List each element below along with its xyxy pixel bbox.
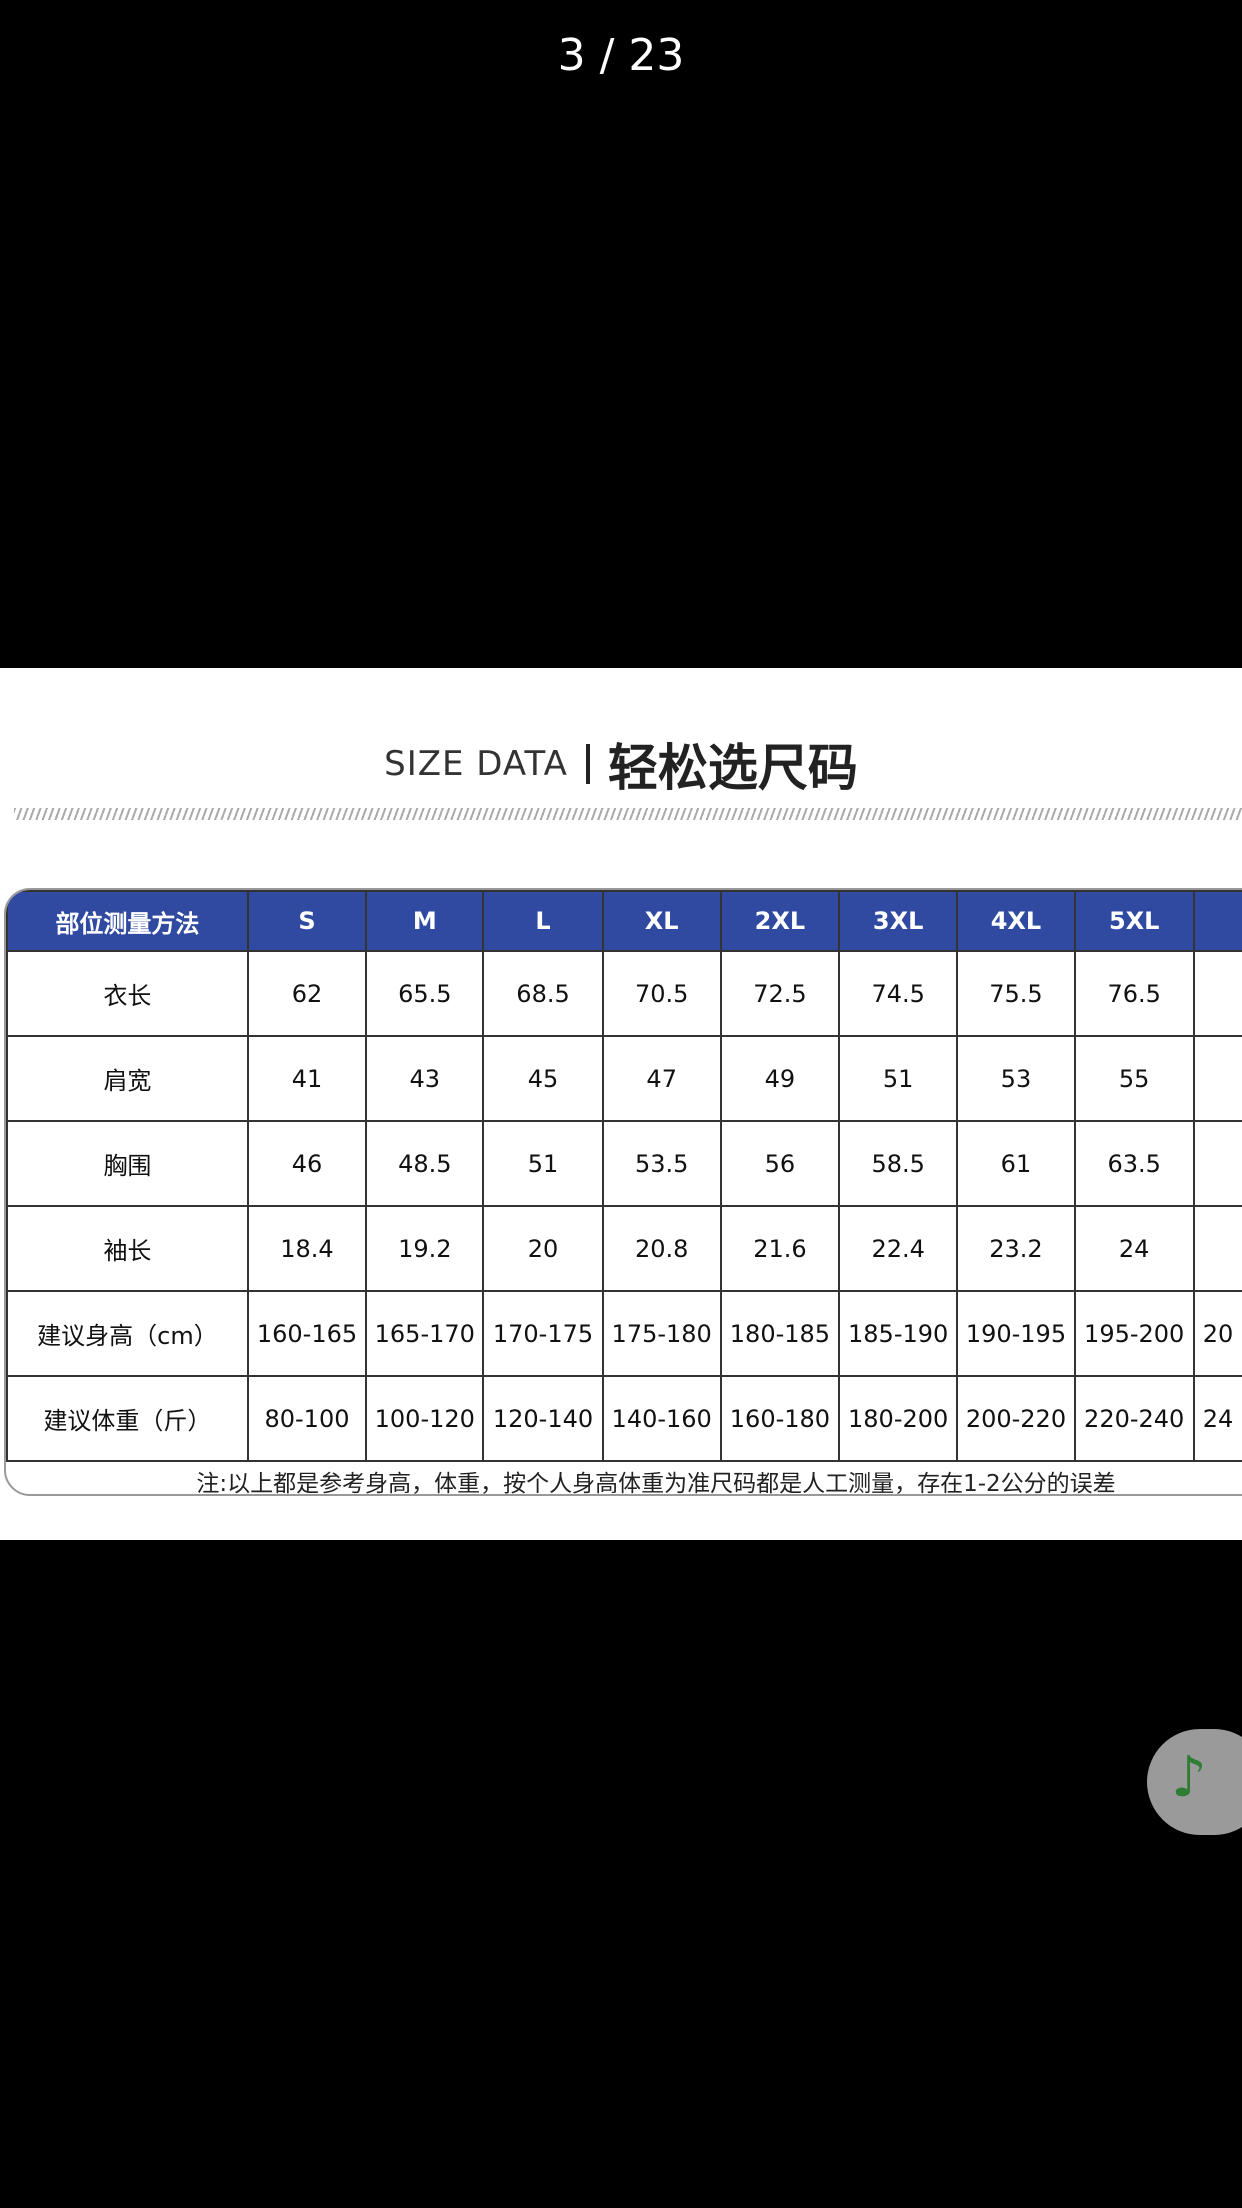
table-cell: 74.5 bbox=[838, 950, 959, 1037]
table-row: 衣长 62 65.5 68.5 70.5 72.5 74.5 75.5 76.5 bbox=[6, 950, 1242, 1037]
table-row: 肩宽 41 43 45 47 49 51 53 55 bbox=[6, 1035, 1242, 1122]
title-en: SIZE DATA bbox=[384, 744, 568, 784]
table-cell: 200-220 bbox=[956, 1375, 1076, 1462]
table-cell: 63.5 bbox=[1073, 1120, 1195, 1207]
size-header bbox=[1192, 890, 1242, 952]
table-cell: 175-180 bbox=[601, 1290, 722, 1377]
table-cell: 22.4 bbox=[838, 1205, 959, 1292]
table-cell: 51 bbox=[838, 1035, 959, 1122]
title-cn: 轻松选尺码 bbox=[607, 739, 858, 797]
table-cell: 61 bbox=[956, 1120, 1076, 1207]
table-cell: 20.8 bbox=[601, 1205, 722, 1292]
size-header: 3XL bbox=[838, 890, 959, 952]
size-header: 4XL bbox=[956, 890, 1076, 952]
title-divider bbox=[585, 744, 590, 784]
size-table: 部位测量方法 S M L XL 2XL 3XL 4XL 5XL 衣长 62 65.5 68.5 70.5… bbox=[6, 890, 1242, 1462]
table-cell: 49 bbox=[719, 1035, 841, 1122]
table-cell: 24 bbox=[1073, 1205, 1195, 1292]
table-cell bbox=[1192, 1120, 1242, 1207]
table-row: 建议身高（cm） 160-165 165-170 170-175 175-180 180-… bbox=[6, 1290, 1242, 1377]
table-cell: 58.5 bbox=[838, 1120, 959, 1207]
table-cell: 20 bbox=[1192, 1290, 1242, 1377]
table-cell: 21.6 bbox=[719, 1205, 841, 1292]
chart-title: SIZE DATA 轻松选尺码 bbox=[0, 728, 1242, 800]
table-cell: 76.5 bbox=[1073, 950, 1195, 1037]
row-label: 建议身高（cm） bbox=[6, 1290, 249, 1377]
table-cell: 19.2 bbox=[365, 1205, 485, 1292]
size-header: 5XL bbox=[1073, 890, 1195, 952]
row-label: 袖长 bbox=[6, 1205, 249, 1292]
table-cell: 190-195 bbox=[956, 1290, 1076, 1377]
table-cell: 140-160 bbox=[601, 1375, 722, 1462]
table-cell: 72.5 bbox=[719, 950, 841, 1037]
music-note-icon: ♪ bbox=[1171, 1745, 1207, 1810]
table-cell: 23.2 bbox=[956, 1205, 1076, 1292]
table-row: 建议体重（斤） 80-100 100-120 120-140 140-160 160-18… bbox=[6, 1375, 1242, 1462]
table-cell: 53 bbox=[956, 1035, 1076, 1122]
table-cell bbox=[1192, 1035, 1242, 1122]
table-cell: 80-100 bbox=[246, 1375, 368, 1462]
table-cell: 53.5 bbox=[601, 1120, 722, 1207]
table-cell: 165-170 bbox=[365, 1290, 485, 1377]
table-cell: 45 bbox=[482, 1035, 604, 1122]
table-cell: 160-165 bbox=[246, 1290, 368, 1377]
size-header: M bbox=[365, 890, 485, 952]
table-cell: 70.5 bbox=[601, 950, 722, 1037]
table-cell: 100-120 bbox=[365, 1375, 485, 1462]
size-header: L bbox=[482, 890, 604, 952]
table-cell: 220-240 bbox=[1073, 1375, 1195, 1462]
table-cell bbox=[1192, 950, 1242, 1037]
table-cell: 180-200 bbox=[838, 1375, 959, 1462]
table-cell: 43 bbox=[365, 1035, 485, 1122]
row-label: 肩宽 bbox=[6, 1035, 249, 1122]
size-table-wrap: 部位测量方法 S M L XL 2XL 3XL 4XL 5XL 衣长 62 65.5 68.5 70.5… bbox=[4, 888, 1242, 1496]
table-cell: 195-200 bbox=[1073, 1290, 1195, 1377]
table-cell: 48.5 bbox=[365, 1120, 485, 1207]
row-label: 衣长 bbox=[6, 950, 249, 1037]
size-header: S bbox=[246, 890, 368, 952]
size-header: 2XL bbox=[719, 890, 841, 952]
size-header: XL bbox=[601, 890, 722, 952]
table-cell: 41 bbox=[246, 1035, 368, 1122]
size-chart-image[interactable]: SIZE DATA 轻松选尺码 部位测量方法 S M L XL 2XL 3XL 4XL 5XL 衣… bbox=[0, 668, 1242, 1540]
table-cell: 65.5 bbox=[365, 950, 485, 1037]
table-cell: 75.5 bbox=[956, 950, 1076, 1037]
header-row: 部位测量方法 S M L XL 2XL 3XL 4XL 5XL bbox=[6, 890, 1242, 952]
table-cell: 20 bbox=[482, 1205, 604, 1292]
table-row: 胸围 46 48.5 51 53.5 56 58.5 61 63.5 bbox=[6, 1120, 1242, 1207]
image-counter: 3 / 23 bbox=[557, 30, 685, 81]
table-cell: 46 bbox=[246, 1120, 368, 1207]
table-cell: 185-190 bbox=[838, 1290, 959, 1377]
table-cell: 120-140 bbox=[482, 1375, 604, 1462]
table-row: 袖长 18.4 19.2 20 20.8 21.6 22.4 23.2 24 bbox=[6, 1205, 1242, 1292]
row-label: 建议体重（斤） bbox=[6, 1375, 249, 1462]
table-cell: 62 bbox=[246, 950, 368, 1037]
table-cell: 51 bbox=[482, 1120, 604, 1207]
table-cell: 170-175 bbox=[482, 1290, 604, 1377]
table-cell: 160-180 bbox=[719, 1375, 841, 1462]
table-cell: 55 bbox=[1073, 1035, 1195, 1122]
row-label: 胸围 bbox=[6, 1120, 249, 1207]
table-cell bbox=[1192, 1205, 1242, 1292]
table-cell: 24 bbox=[1192, 1375, 1242, 1462]
size-note: 注:以上都是参考身高，体重，按个人身高体重为准尺码都是人工测量，存在1-2公分的… bbox=[196, 1471, 1116, 1496]
table-cell: 47 bbox=[601, 1035, 722, 1122]
table-cell: 56 bbox=[719, 1120, 841, 1207]
table-cell: 68.5 bbox=[482, 950, 604, 1037]
hatch-divider bbox=[14, 808, 1242, 820]
measure-header: 部位测量方法 bbox=[6, 890, 249, 952]
music-button[interactable]: ♪ bbox=[1147, 1729, 1242, 1835]
table-cell: 180-185 bbox=[719, 1290, 841, 1377]
table-cell: 18.4 bbox=[246, 1205, 368, 1292]
